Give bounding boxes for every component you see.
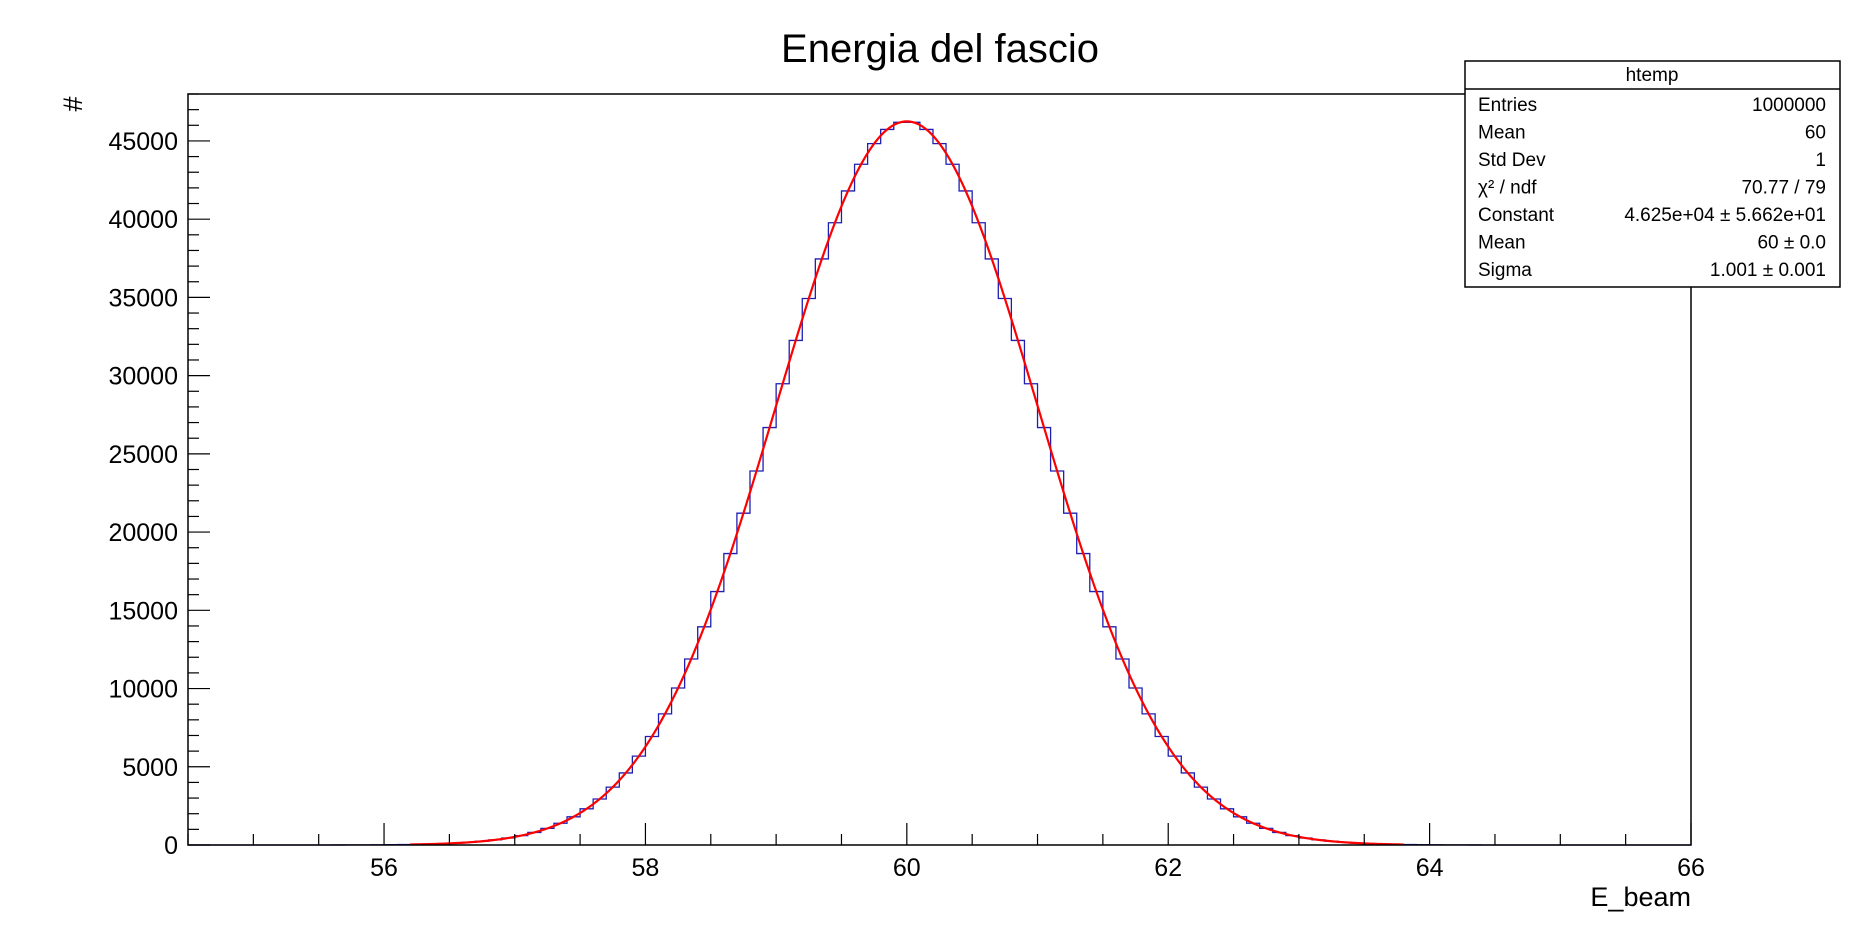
- y-tick-label: 10000: [108, 676, 178, 704]
- stats-row-value: 60: [1805, 123, 1826, 144]
- stats-row-label: χ² / ndf: [1478, 178, 1537, 199]
- stats-row-value: 60 ± 0.0: [1757, 233, 1826, 254]
- x-tick-label: 56: [370, 854, 398, 882]
- x-axis-label: E_beam: [1590, 882, 1691, 912]
- y-tick-label: 5000: [122, 754, 178, 782]
- stats-row-label: Mean: [1478, 123, 1526, 144]
- x-tick-label: 58: [632, 854, 660, 882]
- stats-row-value: 4.625e+04 ± 5.662e+01: [1624, 205, 1826, 226]
- stats-row-label: Std Dev: [1478, 150, 1546, 171]
- stats-row-label: Entries: [1478, 95, 1537, 116]
- y-axis-label: #: [58, 96, 88, 111]
- y-tick-label: 45000: [108, 128, 178, 156]
- stats-row-value: 1000000: [1752, 95, 1826, 116]
- y-tick-label: 0: [164, 832, 178, 860]
- stats-row-value: 70.77 / 79: [1741, 178, 1826, 199]
- x-tick-label: 64: [1416, 854, 1444, 882]
- x-tick-label: 60: [893, 854, 921, 882]
- stats-row-value: 1.001 ± 0.001: [1710, 260, 1826, 281]
- stats-box: htemp Entries 1000000 Mean 60 Std Dev 1 χ² / n…: [1464, 60, 1841, 288]
- stats-row-label: Constant: [1478, 205, 1555, 226]
- y-tick-label: 20000: [108, 519, 178, 547]
- gaussian-fit-curve: [410, 120, 1404, 846]
- x-tick-label: 66: [1677, 854, 1705, 882]
- y-tick-label: 30000: [108, 363, 178, 391]
- y-tick-label: 35000: [108, 284, 178, 312]
- y-tick-label: 40000: [108, 206, 178, 234]
- x-tick-label: 62: [1154, 854, 1182, 882]
- stats-title: htemp: [1626, 65, 1679, 86]
- chart-title: Energia del fascio: [781, 27, 1099, 71]
- y-tick-label: 15000: [108, 597, 178, 625]
- y-tick-label: 25000: [108, 441, 178, 469]
- stats-row-label: Sigma: [1478, 260, 1532, 281]
- stats-row-value: 1: [1815, 150, 1826, 171]
- stats-row-label: Mean: [1478, 233, 1526, 254]
